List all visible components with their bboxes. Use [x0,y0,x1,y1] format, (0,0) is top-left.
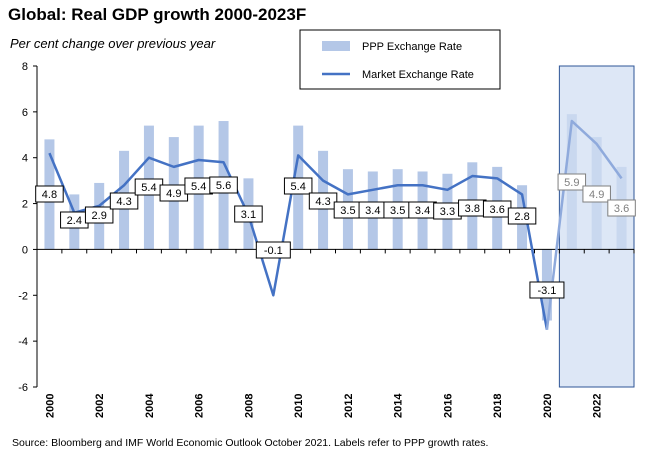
x-tick-label: 2018 [492,394,504,418]
data-label: 4.3 [315,196,330,208]
data-label: 4.9 [589,189,604,201]
data-label: 3.1 [241,209,256,221]
data-label-box [84,206,114,224]
data-label: 5.6 [216,180,231,192]
chart-subtitle: Per cent change over previous year [10,36,216,51]
data-label: 3.3 [440,206,455,218]
legend-swatch-ppp [322,41,350,51]
x-tick-label: 2000 [44,394,56,418]
data-label-box [109,192,139,210]
data-label-box [507,207,537,225]
y-tick-label: 4 [22,153,28,165]
data-label: 3.6 [490,204,505,216]
data-label: 3.6 [614,203,629,215]
x-tick-label: 2010 [293,394,305,418]
legend [299,29,501,90]
x-tick-label: 2022 [592,394,604,418]
data-label: 2.9 [92,210,107,222]
data-label-box [308,192,338,210]
chart-source-note: Source: Bloomberg and IMF World Economic… [12,437,489,449]
data-label: 4.8 [42,189,57,201]
data-label: -0.1 [264,245,283,257]
x-tick-label: 2020 [542,394,554,418]
x-tick-label: 2012 [343,394,355,418]
data-label: 3.8 [465,203,480,215]
data-label: 5.4 [191,181,206,193]
y-tick-label: 0 [22,244,28,256]
y-tick-label: -2 [18,290,28,302]
market-rate-line-forecast [545,119,623,330]
chart-title: Global: Real GDP growth 2000-2023F [8,5,307,24]
data-label: 2.8 [514,211,529,223]
data-label: 3.4 [415,205,430,217]
x-tick-label: 2008 [243,394,255,418]
data-label-box [35,185,64,203]
data-label: 3.4 [365,205,380,217]
data-label: 5.9 [564,177,579,189]
data-label: 2.4 [67,215,82,227]
x-tick-label: 2014 [393,393,405,418]
data-label: 4.3 [116,196,131,208]
data-label-box [607,199,636,217]
y-tick-label: 2 [22,199,28,211]
y-tick-label: 6 [22,107,28,119]
data-label-box [255,241,291,259]
data-label: 4.9 [166,188,181,200]
data-label-box [557,173,587,191]
data-label-box [283,177,313,195]
data-label-box [529,281,565,299]
data-label: 3.5 [390,205,405,217]
data-label: 5.4 [291,181,306,193]
data-label-box [234,205,263,223]
x-tick-label: 2004 [144,393,156,418]
y-tick-label: -6 [18,382,28,394]
data-label-box [209,176,238,194]
x-tick-label: 2002 [94,394,106,418]
data-label: 3.5 [340,205,355,217]
x-tick-label: 2006 [194,394,206,418]
legend-label-market: Market Exchange Rate [362,69,474,81]
data-label: 5.4 [141,182,156,194]
y-tick-label: -4 [18,336,28,348]
x-tick-label: 2016 [442,394,454,418]
legend-label-ppp: PPP Exchange Rate [362,41,462,53]
data-label: -3.1 [537,285,556,297]
data-label-box [582,185,611,203]
y-tick-label: 8 [22,61,28,73]
market-rate-line [48,152,549,330]
